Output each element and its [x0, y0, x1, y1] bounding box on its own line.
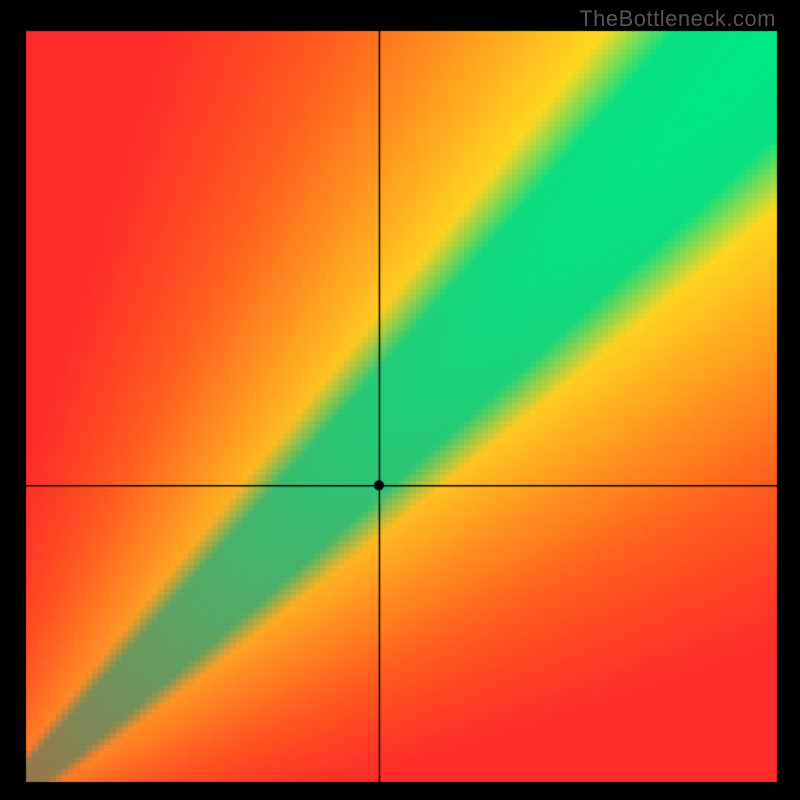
watermark-text: TheBottleneck.com [579, 6, 776, 32]
chart-container: TheBottleneck.com [0, 0, 800, 800]
gradient-chart-canvas [0, 0, 800, 800]
